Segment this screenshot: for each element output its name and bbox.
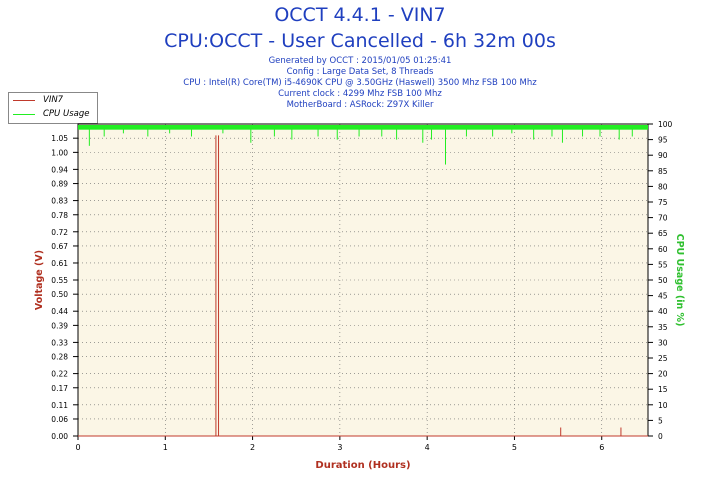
y-right-tick-label: 90 xyxy=(658,151,668,160)
legend-label-vin7: VIN7 xyxy=(43,95,64,105)
legend: VIN7 CPU Usage xyxy=(8,92,98,124)
y-left-tick-label: 0.55 xyxy=(51,276,68,285)
y-left-tick-label: 0.89 xyxy=(51,180,68,189)
y-left-tick-label: 0.67 xyxy=(51,242,68,251)
y-right-tick-label: 40 xyxy=(658,307,668,316)
y-right-tick-label: 85 xyxy=(658,167,668,176)
info-motherboard: MotherBoard : ASRock: Z97X Killer xyxy=(286,100,434,110)
legend-swatch-vin7 xyxy=(13,100,35,101)
y-left-tick-label: 0.11 xyxy=(51,401,68,410)
y-right-tick-label: 55 xyxy=(658,260,668,269)
y-left-tick-label: 1.05 xyxy=(51,134,68,143)
y-left-tick-label: 0.44 xyxy=(51,307,68,316)
y-right-tick-label: 70 xyxy=(658,214,668,223)
y-left-tick-label: 0.39 xyxy=(51,321,68,330)
y-right-tick-label: 15 xyxy=(658,385,668,394)
chart-title: OCCT 4.4.1 - VIN7 xyxy=(274,4,446,26)
y-right-tick-label: 35 xyxy=(658,323,668,332)
y-left-tick-label: 0.33 xyxy=(51,338,68,347)
series-cpu-usage-line xyxy=(78,125,648,130)
info-generated: Generated by OCCT : 2015/01/05 01:25:41 xyxy=(268,56,452,66)
y-left-tick-label: 0.78 xyxy=(51,211,68,220)
y-axis-label-cpu: CPU Usage (in %) xyxy=(674,234,685,327)
y-left-tick-label: 0.06 xyxy=(51,415,68,424)
y-left-tick-label: 0.00 xyxy=(51,432,68,441)
y-left-tick-label: 0.83 xyxy=(51,197,68,206)
y-left-tick-label: 0.61 xyxy=(51,259,68,268)
x-tick-label: 2 xyxy=(250,443,255,452)
legend-swatch-cpu-usage xyxy=(13,114,35,115)
y-right-tick-label: 30 xyxy=(658,338,668,347)
y-left-tick-label: 0.72 xyxy=(51,228,68,237)
y-left-tick-label: 1.00 xyxy=(51,148,68,157)
y-right-tick-label: 80 xyxy=(658,182,668,191)
y-right-tick-label: 65 xyxy=(658,229,668,238)
y-right-tick-label: 5 xyxy=(658,416,663,425)
x-tick-label: 4 xyxy=(425,443,430,452)
y-right-tick-label: 20 xyxy=(658,370,668,379)
y-right-tick-label: 45 xyxy=(658,292,668,301)
x-tick-label: 6 xyxy=(599,443,604,452)
info-cpu: CPU : Intel(R) Core(TM) i5-4690K CPU @ 3… xyxy=(183,78,537,88)
info-config: Config : Large Data Set, 8 Threads xyxy=(286,67,434,77)
y-left-tick-label: 0.17 xyxy=(51,384,68,393)
y-right-tick-label: 0 xyxy=(658,432,663,441)
x-tick-label: 1 xyxy=(163,443,168,452)
x-tick-label: 0 xyxy=(75,443,80,452)
y-right-tick-label: 100 xyxy=(658,120,673,129)
y-left-tick-label: 0.50 xyxy=(51,290,68,299)
y-right-tick-label: 95 xyxy=(658,136,668,145)
x-axis-label: Duration (Hours) xyxy=(315,460,410,471)
y-right-tick-label: 75 xyxy=(658,198,668,207)
chart-subtitle: CPU:OCCT - User Cancelled - 6h 32m 00s xyxy=(164,30,556,52)
legend-label-cpu-usage: CPU Usage xyxy=(43,109,90,119)
y-right-tick-label: 60 xyxy=(658,245,668,254)
y-right-tick-label: 50 xyxy=(658,276,668,285)
y-right-tick-label: 25 xyxy=(658,354,668,363)
y-left-tick-label: 0.28 xyxy=(51,353,68,362)
y-left-tick-label: 0.22 xyxy=(51,370,68,379)
y-axis-label-voltage: Voltage (V) xyxy=(34,250,45,310)
x-tick-label: 3 xyxy=(337,443,342,452)
info-clock: Current clock : 4299 Mhz FSB 100 Mhz xyxy=(278,89,442,99)
y-left-tick-label: 0.94 xyxy=(51,165,68,174)
y-right-tick-label: 10 xyxy=(658,401,668,410)
x-tick-label: 5 xyxy=(512,443,517,452)
